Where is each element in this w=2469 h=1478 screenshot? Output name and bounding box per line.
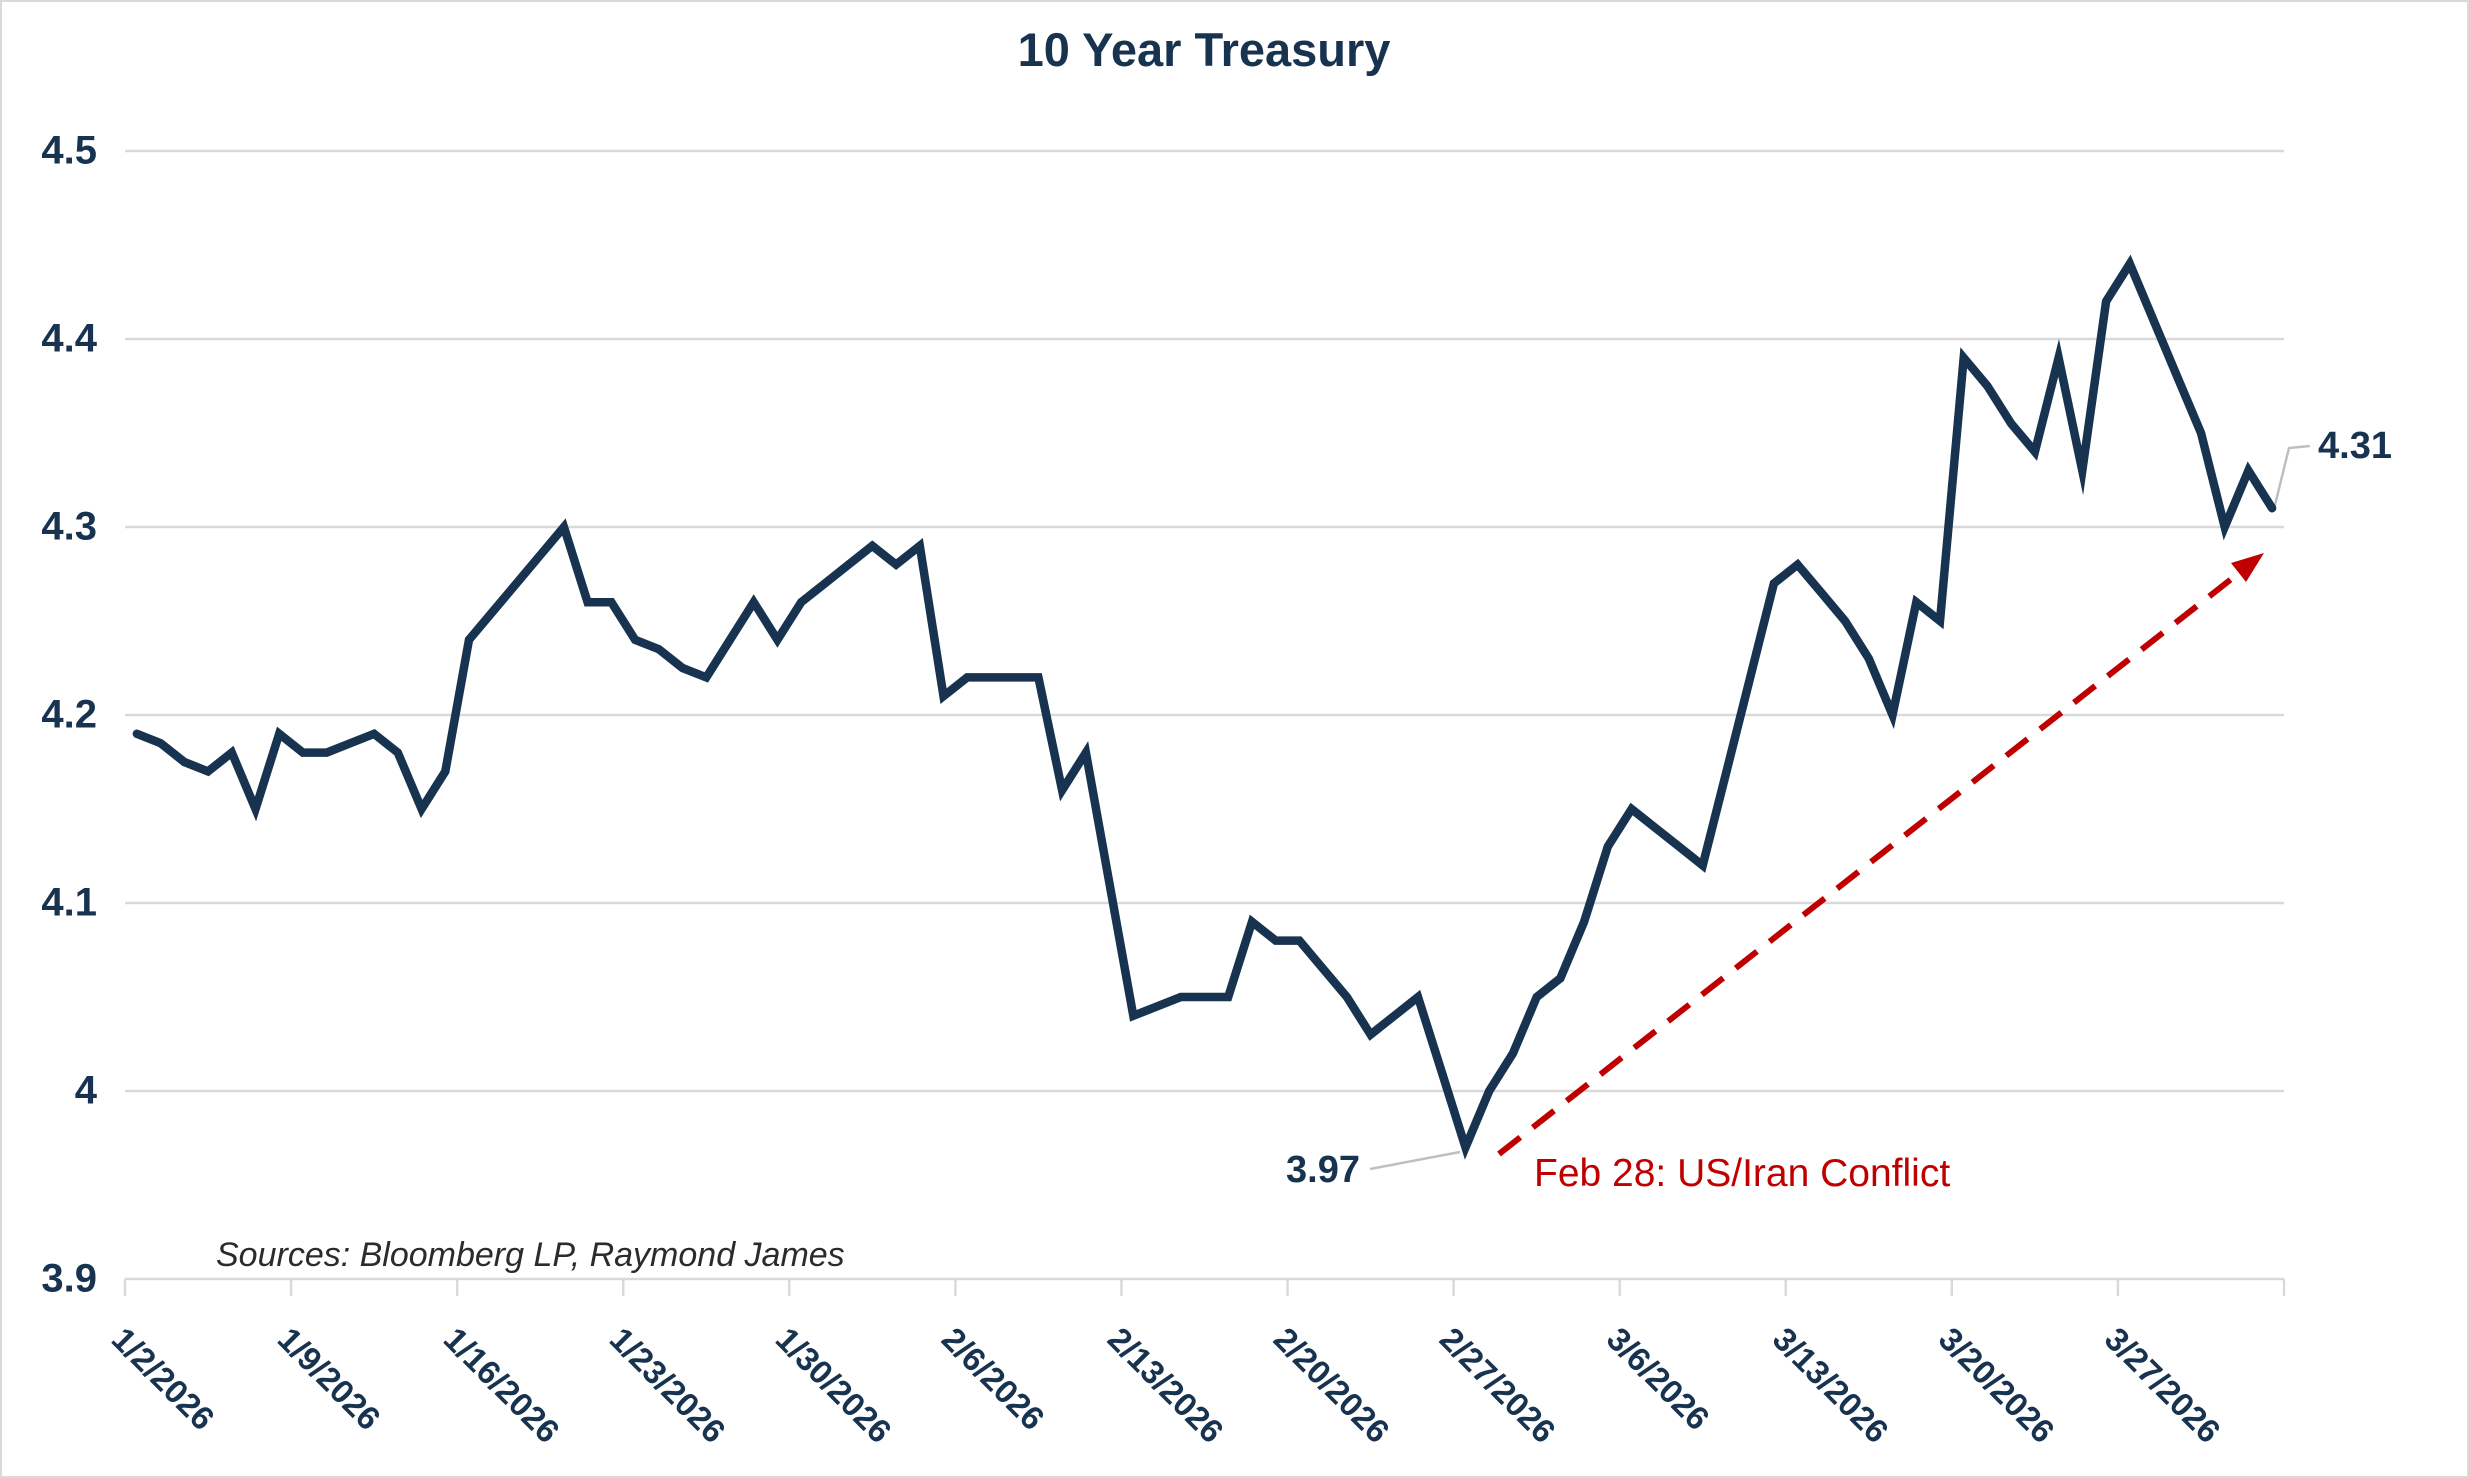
- y-tick-label: 4: [74, 1068, 97, 1113]
- event-arrow-head: [2231, 553, 2264, 582]
- y-tick-label: 4.5: [41, 128, 97, 173]
- event-annotation-label: Feb 28: US/Iran Conflict: [1534, 1152, 1951, 1195]
- source-note: Sources: Bloomberg LP, Raymond James: [216, 1236, 845, 1274]
- min-leader-line: [1369, 1150, 1461, 1171]
- chart-title: 10 Year Treasury: [1017, 23, 1391, 76]
- min-value-label: 3.97: [1286, 1149, 1360, 1191]
- last-value-label: 4.31: [2318, 425, 2392, 467]
- y-tick-label: 4.1: [41, 880, 97, 925]
- y-tick-label: 4.4: [41, 316, 97, 361]
- event-arrow-line: [1497, 570, 2241, 1157]
- y-tick-label: 4.2: [41, 692, 97, 737]
- last-leader-line: [2272, 444, 2311, 510]
- y-tick-label: 4.3: [41, 504, 97, 549]
- y-tick-label: 3.9: [41, 1256, 97, 1301]
- yield-line: [132, 254, 2277, 1160]
